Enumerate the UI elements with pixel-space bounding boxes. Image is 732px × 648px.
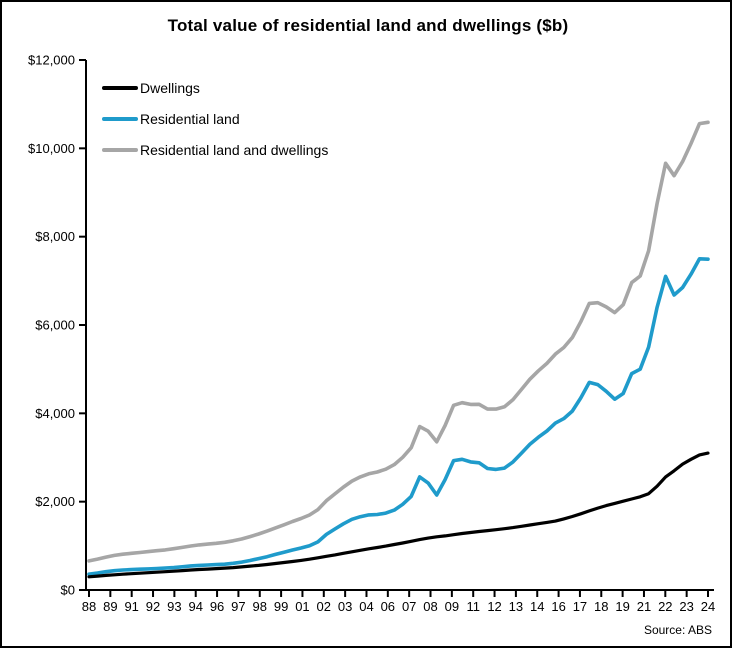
x-tick-label: 04 [359,599,373,614]
legend-swatch-residential-land [102,116,138,121]
y-tick-label: $6,000 [35,318,75,333]
x-tick-label: 91 [124,599,138,614]
legend-item-dwellings: Dwellings [102,72,328,103]
x-tick-label: 89 [103,599,117,614]
x-tick-label: 96 [210,599,224,614]
x-tick-label: 93 [167,599,181,614]
x-tick-label: 07 [402,599,416,614]
y-tick-label: $0 [61,583,75,598]
legend: Dwellings Residential land Residential l… [102,72,328,165]
x-tick-label: 19 [615,599,629,614]
legend-label-dwellings: Dwellings [140,79,200,96]
legend-label-residential-land-and-dwellings: Residential land and dwellings [140,141,329,158]
source-note: Source: ABS [643,623,712,637]
x-tick-label: 17 [573,599,587,614]
x-tick-label: 16 [551,599,565,614]
y-tick-label: $10,000 [28,141,75,156]
x-tick-label: 97 [231,599,245,614]
x-tick-label: 08 [423,599,437,614]
legend-swatch-dwellings [102,85,138,90]
y-tick-label: $4,000 [35,406,75,421]
x-tick-label: 24 [701,599,715,614]
legend-label-residential-land: Residential land [140,110,240,127]
x-tick-label: 88 [82,599,96,614]
chart-title: Total value of residential land and dwel… [167,16,569,35]
legend-swatch-residential-land-and-dwellings [102,147,138,152]
series-line-dwellings [87,451,710,579]
x-tick-label: 92 [146,599,160,614]
x-tick-label: 99 [274,599,288,614]
x-tick-label: 21 [637,599,651,614]
x-tick-label: 22 [658,599,672,614]
x-tick-label: 98 [253,599,267,614]
x-tick-label: 01 [295,599,309,614]
series-line-residential-land [87,256,710,576]
x-tick-label: 11 [466,599,480,614]
series-line-residential-land-and-dwellings [87,120,710,563]
legend-item-residential-land: Residential land [102,103,328,134]
x-tick-label: 14 [530,599,544,614]
y-tick-label: $2,000 [35,494,75,509]
x-tick-label: 23 [679,599,693,614]
x-tick-label: 03 [338,599,352,614]
y-tick-label: $8,000 [35,229,75,244]
x-tick-label: 18 [594,599,608,614]
x-tick-label: 09 [445,599,459,614]
legend-item-residential-land-and-dwellings: Residential land and dwellings [102,134,328,165]
x-tick-label: 12 [487,599,501,614]
x-tick-label: 94 [188,599,202,614]
x-tick-label: 02 [317,599,331,614]
x-tick-label: 06 [381,599,395,614]
y-tick-label: $12,000 [28,53,75,68]
x-tick-label: 13 [509,599,523,614]
